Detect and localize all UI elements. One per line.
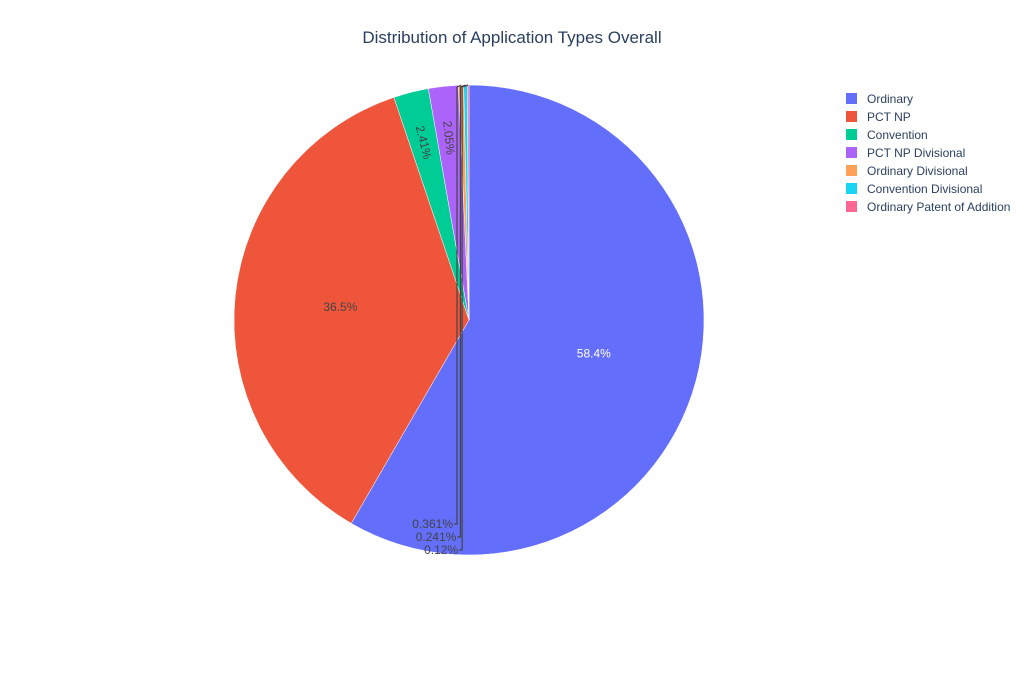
- legend-label-convention: Convention: [867, 128, 928, 142]
- legend-label-ordinary-divisional: Ordinary Divisional: [867, 164, 968, 178]
- legend-item-convention-divisional[interactable]: Convention Divisional: [846, 182, 982, 196]
- leader-line-ordinary-patent-of-addition: [459, 84, 469, 551]
- slice-label-pct-np: 36.5%: [323, 300, 357, 314]
- legend-label-ordinary-patent-of-addition: Ordinary Patent of Addition: [867, 200, 1010, 214]
- pie-labels: 58.4%36.5%2.41% 2.05%0.361%0.241%0.12%: [323, 84, 611, 557]
- leader-line-convention-divisional: [457, 84, 466, 538]
- slice-label-convention-divisional: 0.241%: [416, 530, 457, 544]
- legend: Ordinary PCT NP Convention PCT NP Divisiona…: [846, 92, 1010, 214]
- legend-label-ordinary: Ordinary: [867, 92, 913, 106]
- legend-label-pct-np: PCT NP: [867, 110, 911, 124]
- legend-swatch-convention-divisional: [846, 183, 857, 194]
- legend-item-ordinary-patent-of-addition[interactable]: Ordinary Patent of Addition: [846, 200, 1010, 214]
- legend-item-ordinary-divisional[interactable]: Ordinary Divisional: [846, 164, 968, 178]
- legend-label-pct-np-divisional: PCT NP Divisional: [867, 146, 965, 160]
- pie-slice-pct-np: [233, 97, 470, 524]
- legend-item-ordinary[interactable]: Ordinary: [846, 92, 913, 106]
- legend-swatch-ordinary-divisional: [846, 165, 857, 176]
- legend-label-convention-divisional: Convention Divisional: [867, 182, 982, 196]
- slice-label-ordinary-patent-of-addition: 0.12%: [424, 543, 458, 557]
- legend-swatch-pct-np: [846, 111, 857, 122]
- pie-slice-ordinary: [350, 84, 705, 556]
- legend-swatch-convention: [846, 129, 857, 140]
- legend-item-pct-np[interactable]: PCT NP: [846, 110, 911, 124]
- legend-swatch-pct-np-divisional: [846, 147, 857, 158]
- slice-label-pct-np-divisional: 2.05%: [440, 120, 458, 156]
- legend-item-pct-np-divisional[interactable]: PCT NP Divisional: [846, 146, 965, 160]
- leader-line-ordinary-divisional: [454, 84, 462, 525]
- legend-swatch-ordinary: [846, 93, 857, 104]
- slice-label-ordinary: 58.4%: [577, 347, 611, 361]
- slice-label-ordinary-divisional: 0.361%: [412, 517, 453, 531]
- pie-slices: [233, 84, 705, 556]
- legend-item-convention[interactable]: Convention: [846, 128, 928, 142]
- chart-title: Distribution of Application Types Overal…: [362, 28, 661, 47]
- legend-swatch-ordinary-patent-of-addition: [846, 201, 857, 212]
